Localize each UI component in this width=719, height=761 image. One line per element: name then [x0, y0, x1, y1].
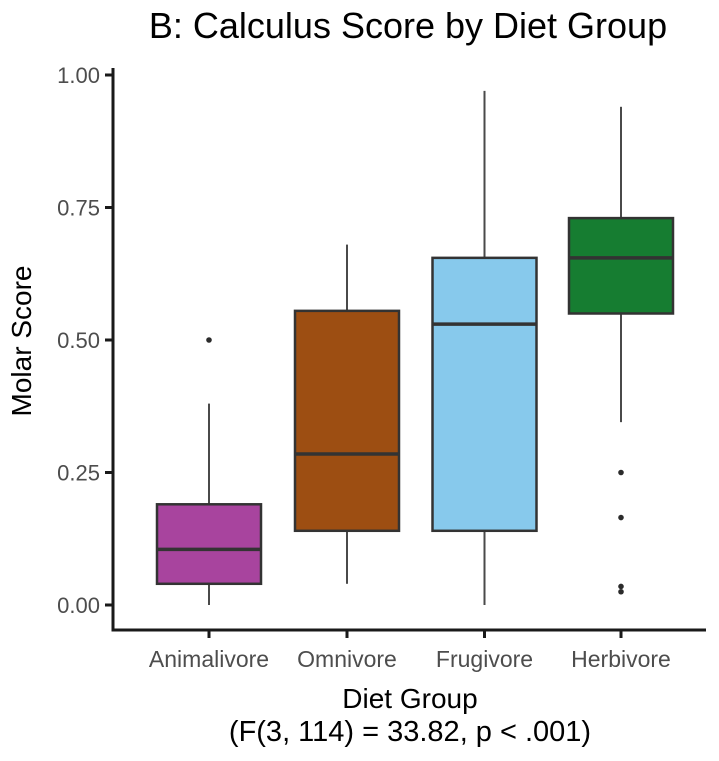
stats-annotation: (F(3, 114) = 33.82, p < .001) — [228, 716, 592, 748]
y-tick-label: 0.00 — [57, 593, 100, 618]
box-animalivore — [155, 503, 263, 586]
y-tick-label: 0.75 — [57, 196, 100, 221]
box-frugivore — [431, 256, 538, 533]
box-herbivore — [567, 216, 675, 315]
x-tick-label-herbivore: Herbivore — [571, 646, 671, 672]
x-axis-title: Diet Group — [342, 683, 478, 714]
outlier-point-herbivore — [618, 469, 624, 476]
y-tick-label: 1.00 — [57, 63, 100, 88]
chart-title: B: Calculus Score by Diet Group — [148, 5, 668, 46]
x-tick-label-omnivore: Omnivore — [297, 646, 397, 672]
x-tick-label-frugivore: Frugivore — [436, 646, 533, 672]
y-tick-label: 0.50 — [57, 328, 100, 353]
outlier-point-herbivore — [618, 514, 624, 521]
outlier-point-animalivore — [206, 337, 212, 343]
outlier-point-herbivore — [618, 588, 624, 595]
y-tick-label: 0.25 — [57, 461, 100, 486]
outlier-point-herbivore — [618, 583, 624, 590]
box-omnivore — [293, 309, 401, 533]
x-tick-label-animalivore: Animalivore — [149, 646, 269, 672]
